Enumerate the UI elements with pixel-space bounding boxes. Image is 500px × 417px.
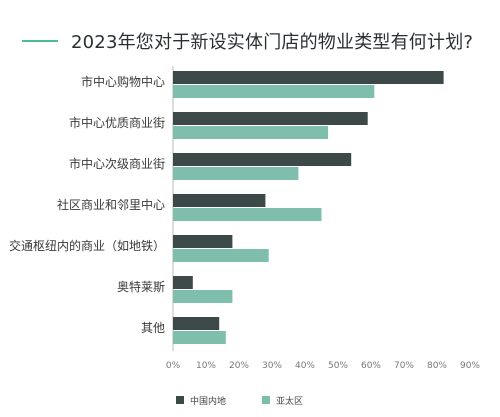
title-accent-line (22, 40, 58, 42)
bar-apac-5 (173, 290, 233, 303)
bar-apac-2 (173, 167, 299, 180)
bar-apac-4 (173, 249, 269, 262)
legend-swatch-china (176, 396, 184, 404)
legend-label-apac: 亚太区 (276, 395, 303, 407)
x-tick-label-0: 0% (166, 361, 181, 371)
chart-title-row: 2023年您对于新设实体门店的物业类型有何计划? (14, 22, 494, 62)
x-tick-label-8: 80% (427, 361, 447, 371)
x-tick-label-4: 40% (295, 361, 315, 371)
bar-china-4 (173, 235, 233, 248)
x-tick-label-9: 90% (460, 361, 480, 371)
category-label-1: 市中心优质商业街 (69, 115, 165, 130)
bar-china-1 (173, 112, 368, 125)
category-label-5: 奥特莱斯 (117, 279, 165, 294)
bar-apac-1 (173, 126, 329, 139)
category-label-0: 市中心购物中心 (81, 74, 165, 89)
bar-china-6 (173, 317, 220, 330)
category-label-2: 市中心次级商业街 (69, 156, 165, 171)
legend-swatch-apac (262, 396, 270, 404)
legend-label-china: 中国内地 (190, 395, 226, 407)
bar-china-2 (173, 153, 352, 166)
x-tick-label-2: 20% (229, 361, 249, 371)
bar-apac-6 (173, 331, 226, 344)
bar-china-5 (173, 276, 193, 289)
bar-apac-3 (173, 208, 322, 221)
x-tick-label-1: 10% (196, 361, 216, 371)
category-label-3: 社区商业和邻里中心 (57, 197, 165, 212)
x-tick-label-3: 30% (262, 361, 282, 371)
bar-china-0 (173, 71, 444, 84)
x-tick-label-6: 60% (361, 361, 381, 371)
category-label-6: 其他 (141, 321, 165, 335)
bar-china-3 (173, 194, 266, 207)
bar-apac-0 (173, 85, 375, 98)
category-label-4: 交通枢纽内的商业（如地铁） (9, 238, 165, 253)
x-tick-label-5: 50% (328, 361, 348, 371)
x-tick-label-7: 70% (394, 361, 414, 371)
chart-title: 2023年您对于新设实体门店的物业类型有何计划? (71, 32, 474, 53)
